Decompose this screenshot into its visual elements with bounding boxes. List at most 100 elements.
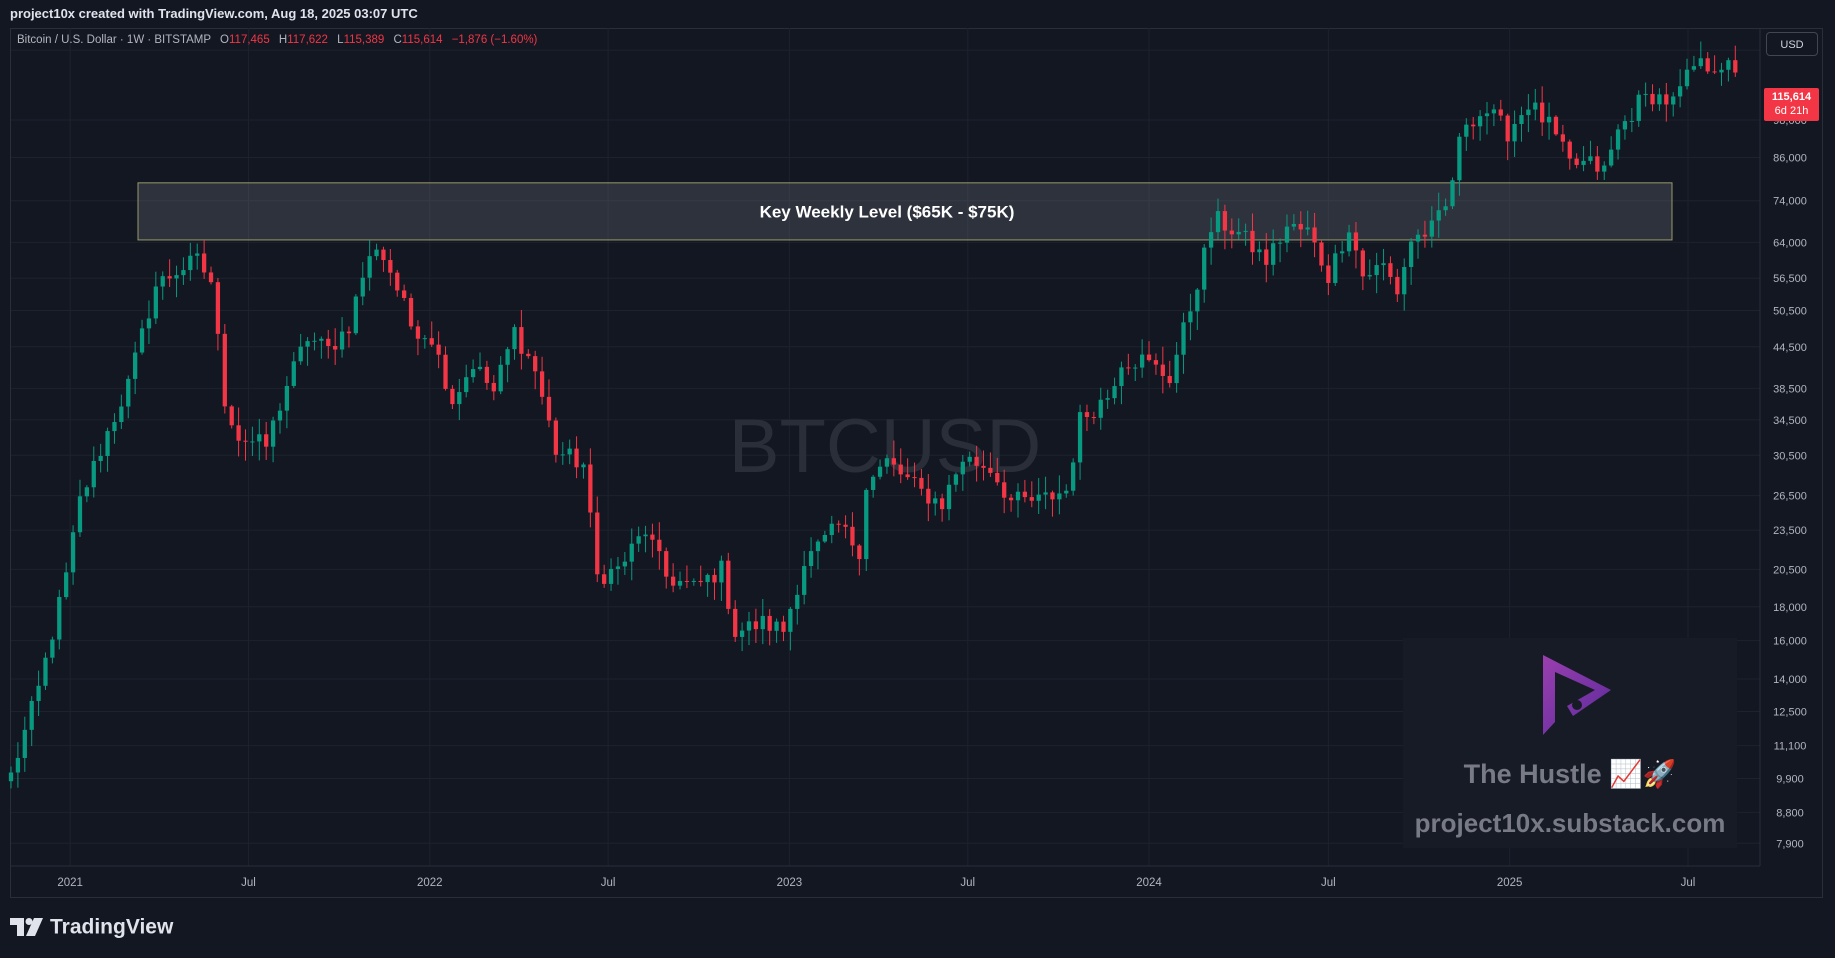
candle-body [822,534,828,542]
candle-body [1595,156,1600,172]
candle-body [1519,115,1524,124]
price-tick-label: 56,500 [1773,273,1807,285]
candle-body [174,275,179,279]
candle-body [1671,96,1676,105]
candle-body [767,615,772,631]
candle-body [1291,223,1297,227]
candle-body [1029,497,1034,501]
candle-body [1277,242,1283,244]
candle-body [77,496,83,533]
candle-body [1119,367,1124,387]
candle-body [1353,232,1359,251]
candle-body [43,657,48,686]
candle-body [1581,160,1586,165]
candle-body [1629,120,1634,122]
candle-body [1408,241,1414,268]
time-tick-label: 2023 [777,877,803,889]
candle-body [1733,60,1738,73]
candle-body [1195,289,1200,312]
currency-button[interactable]: USD [1766,32,1818,56]
high-label: H [278,34,288,46]
candle-body [1395,276,1400,295]
candle-body [526,353,531,357]
candle-body [981,465,986,468]
ohlc-legend: Bitcoin / U.S. Dollar · 1W · BITSTAMP O1… [17,34,537,46]
candle-body [395,272,400,291]
candle-body [1064,490,1069,494]
close-label: C [393,34,402,46]
candle-body [1415,234,1421,242]
candle-body [705,574,710,583]
candle-body [1167,375,1172,384]
candle-body [995,472,1000,483]
candle-body [774,621,779,631]
candle-body [953,474,959,485]
price-tick-label: 38,500 [1773,383,1807,395]
branding-url[interactable]: project10x.substack.com [1414,808,1726,838]
candle-body [1381,263,1386,266]
candle-body [243,440,248,442]
candle-body [146,318,152,329]
candle-body [960,461,965,475]
candle-body [1540,102,1545,123]
candle-body [312,340,317,342]
candle-body [477,366,483,370]
candle-body [215,282,221,334]
candle-body [326,338,331,346]
candle-body [912,477,917,479]
candle-body [250,441,255,443]
candle-body [691,580,696,582]
candle-body [1305,227,1310,230]
change-value: −1,876 (−1.60%) [451,34,538,46]
candle-body [1691,66,1697,70]
candle-body [871,476,876,490]
candle-body [353,296,358,334]
candle-body [781,621,786,632]
time-tick-label: Jul [960,877,975,889]
candle-body [1650,93,1655,105]
candle-body [1153,360,1159,365]
candle-body [857,545,862,560]
tradingview-footer[interactable]: TradingView [10,915,173,945]
candle-body [974,456,979,466]
candle-body [1098,399,1103,418]
candle-body [1091,417,1096,419]
candle-body [650,534,655,540]
btcusd-weekly-chart[interactable]: BTCUSD Key Weekly Level ($65K - $75K) 12… [0,0,1835,900]
candle-body [1615,129,1621,150]
branding-title: The Hustle 📈🚀 [1463,759,1677,789]
candle-body [222,333,227,407]
candle-body [926,488,931,504]
candle-body [181,270,186,276]
candle-body [898,464,903,475]
candle-body [1236,231,1241,235]
candle-body [305,341,310,347]
candle-body [36,685,41,701]
candle-body [1188,311,1193,323]
branding-watermark: The Hustle 📈🚀 project10x.substack.com [1403,638,1737,848]
candle-body [1546,116,1552,123]
candle-body [415,326,421,339]
candle-body [1677,86,1683,97]
candle-body [1139,354,1145,368]
last-price: 115,614 [1771,91,1812,103]
price-tick-label: 8,800 [1776,807,1804,819]
candle-body [1271,243,1276,265]
candle-body [464,377,469,393]
candle-body [1008,497,1014,501]
candle-body [919,477,924,489]
tradingview-logo-icon [10,918,43,937]
time-tick-label: 2021 [57,877,83,889]
candle-body [836,523,841,525]
grid-lines [11,28,1760,866]
candle-body [1374,265,1379,276]
candle-body [829,523,834,535]
price-tick-label: 86,000 [1773,153,1807,165]
candle-body [367,256,372,278]
candle-body [1346,232,1352,252]
candle-body [712,574,717,583]
price-tick-label: 9,900 [1776,773,1804,785]
candle-body [670,576,676,586]
candle-body [133,352,138,379]
candle-body [788,608,793,632]
